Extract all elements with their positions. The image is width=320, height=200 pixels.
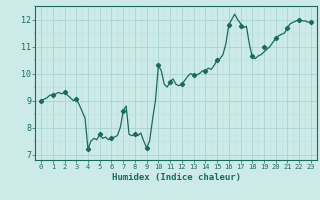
- X-axis label: Humidex (Indice chaleur): Humidex (Indice chaleur): [111, 173, 241, 182]
